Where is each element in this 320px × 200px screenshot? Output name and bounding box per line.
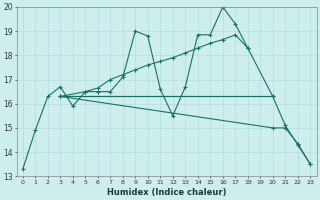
- X-axis label: Humidex (Indice chaleur): Humidex (Indice chaleur): [107, 188, 226, 197]
